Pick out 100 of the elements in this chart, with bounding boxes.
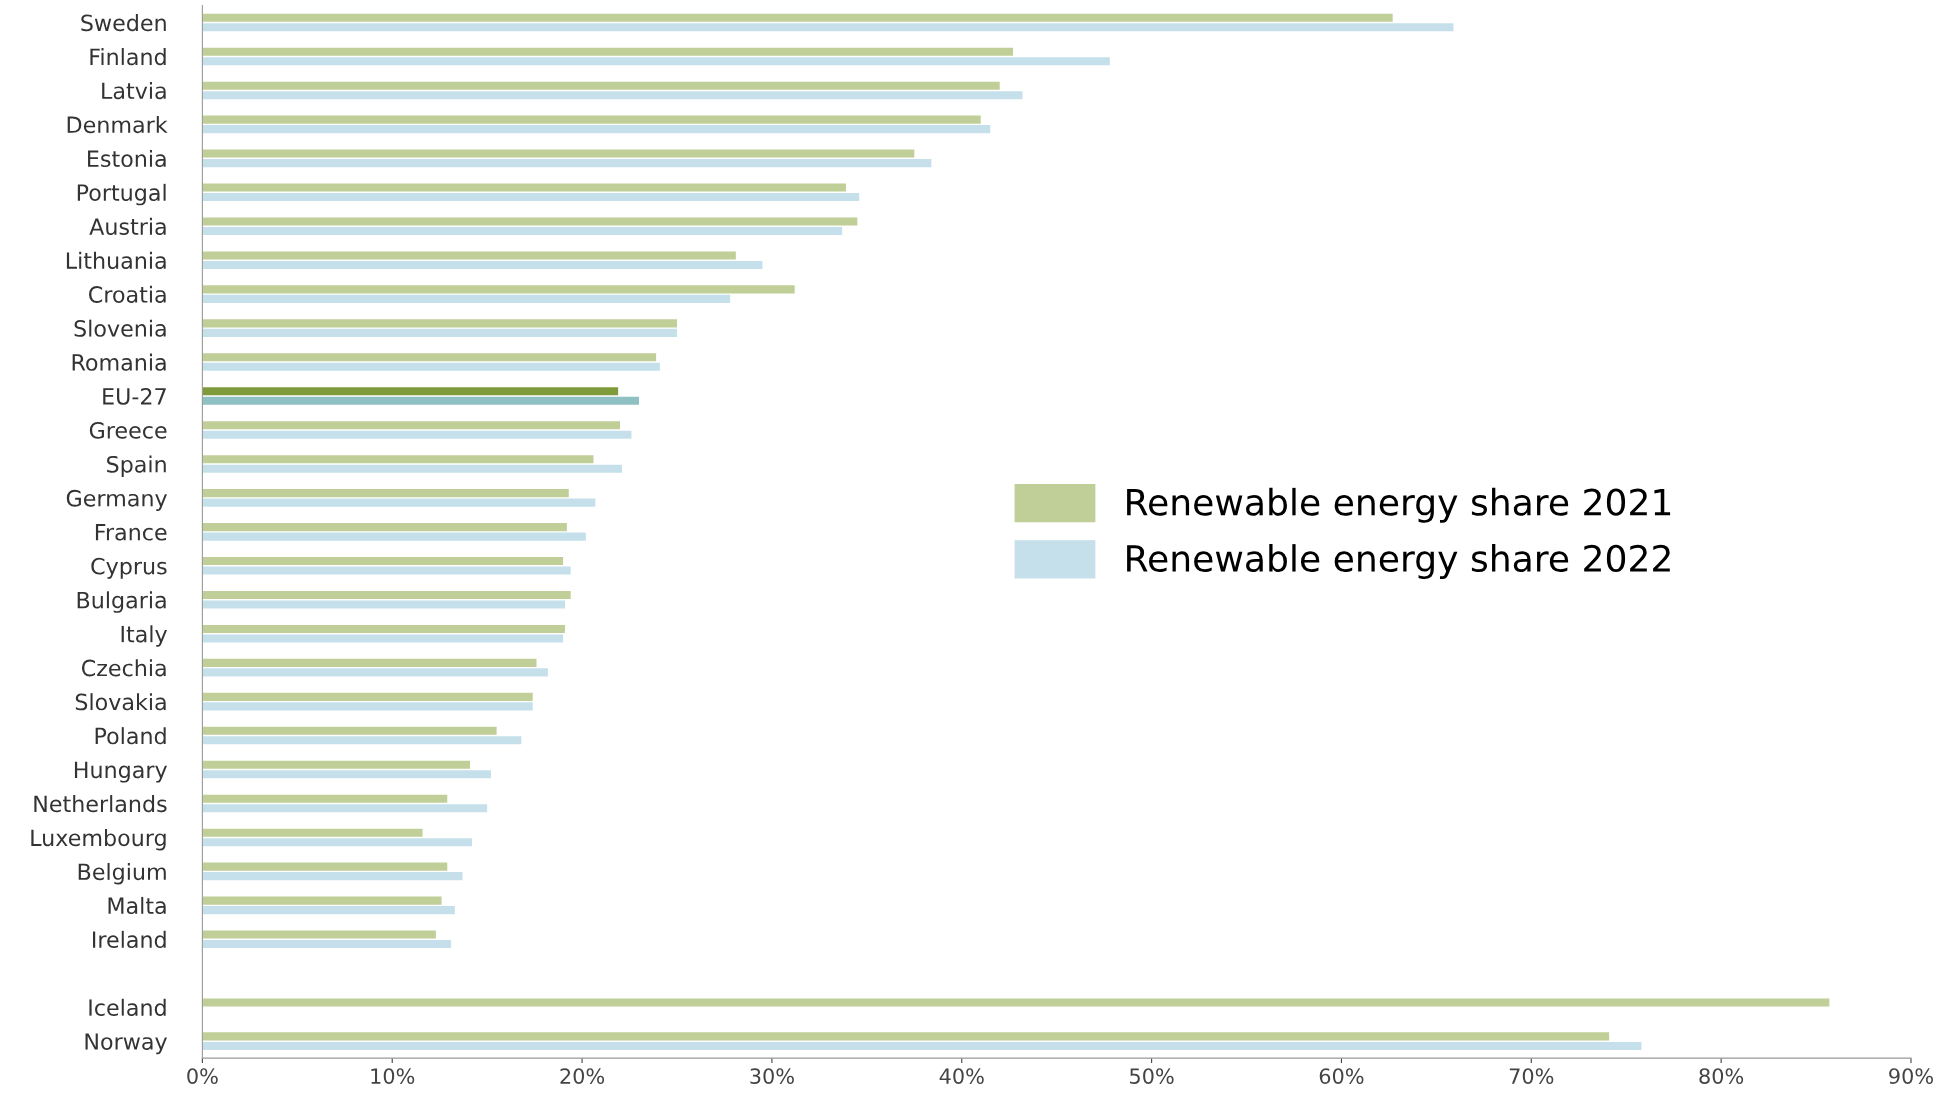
y-tick-label: Greece: [89, 421, 167, 439]
bar: [202, 115, 981, 124]
y-tick-label: France: [95, 524, 167, 541]
bar: [202, 566, 571, 575]
bar: [202, 523, 567, 532]
bar: [202, 13, 1393, 22]
y-tick-label: Finland: [90, 48, 166, 66]
bar: [202, 896, 442, 905]
y-tick-label: Germany: [66, 489, 167, 511]
bar: [202, 557, 564, 566]
bar: [202, 600, 565, 609]
y-tick-label: Hungary: [74, 761, 167, 783]
y-tick-label: Iceland: [89, 998, 166, 1016]
bar: [202, 726, 497, 735]
y-tick-label: Spain: [107, 455, 166, 477]
bar: [202, 658, 537, 667]
y-tick-label: Latvia: [102, 81, 166, 100]
bar: [202, 23, 1454, 32]
y-tick-label: Romania: [72, 353, 166, 371]
bar: [202, 430, 632, 439]
bar: [202, 828, 423, 837]
bar: [202, 217, 858, 226]
bar: [202, 183, 846, 192]
y-tick-label: Luxembourg: [31, 828, 166, 851]
y-tick-label: Malta: [108, 896, 166, 915]
bar: [202, 226, 843, 236]
bar: [202, 794, 448, 803]
bar: [202, 872, 463, 881]
bar: [202, 260, 763, 269]
bar: [202, 91, 1023, 100]
x-tick-label: 20%: [560, 1068, 605, 1084]
bar: [202, 464, 622, 473]
bar: [202, 1032, 1610, 1041]
bar: [202, 328, 677, 337]
y-tick-label: Slovenia: [74, 319, 166, 337]
bar: [202, 455, 594, 464]
bar: [202, 804, 488, 813]
y-tick-label: Bulgaria: [77, 591, 166, 613]
y-tick-label: Italy: [121, 625, 167, 647]
bar: [202, 760, 471, 769]
x-tick-label: 10%: [371, 1068, 415, 1084]
bar: [202, 47, 1014, 56]
bar: [202, 668, 548, 677]
y-tick-label: Ireland: [93, 930, 166, 949]
bar: [202, 498, 596, 507]
x-tick-label: 50%: [1130, 1068, 1174, 1084]
y-tick-label: Denmark: [67, 115, 168, 134]
y-tick-label: Norway: [85, 1033, 167, 1055]
bar: [202, 862, 448, 871]
bar: [202, 998, 1830, 1007]
bar: [202, 149, 915, 158]
y-tick-label: EU-27: [103, 387, 166, 405]
y-tick-label: Sweden: [81, 14, 166, 32]
y-tick-label: Lithuania: [66, 251, 166, 269]
x-tick-label: 80%: [1699, 1068, 1744, 1084]
x-tick-label: 70%: [1509, 1068, 1554, 1084]
y-tick-label: Slovakia: [75, 693, 166, 711]
y-tick-label: Estonia: [88, 149, 166, 168]
y-tick-label: Cyprus: [91, 557, 167, 579]
y-tick-label: Croatia: [89, 285, 166, 303]
x-tick-label: 90%: [1889, 1068, 1933, 1084]
bar: [202, 396, 640, 405]
y-tick-label: Poland: [95, 727, 166, 745]
bar: [202, 125, 991, 134]
legend-label: Renewable energy share 2022: [1127, 544, 1670, 580]
y-tick-label: Belgium: [78, 862, 166, 885]
bar: [202, 838, 472, 847]
bar: [202, 736, 522, 745]
y-tick-label: Portugal: [77, 183, 166, 206]
bar: [202, 770, 491, 779]
bar: [202, 387, 619, 396]
x-tick-label: 60%: [1319, 1068, 1364, 1084]
bar: [202, 319, 677, 328]
x-tick-label: 40%: [939, 1068, 984, 1084]
bar: [202, 81, 1000, 90]
bar: [202, 1041, 1642, 1050]
y-tick-label: Austria: [89, 217, 166, 236]
bar: [202, 159, 932, 168]
bar: [202, 634, 564, 643]
bar: [202, 940, 452, 949]
bar: [202, 624, 565, 633]
bar: [202, 251, 736, 260]
bar: [202, 930, 436, 939]
bar: [202, 285, 795, 294]
x-tick-label: 0%: [187, 1068, 218, 1084]
y-tick-label: Czechia: [81, 659, 166, 677]
bar: [202, 590, 571, 600]
bar: [202, 57, 1110, 66]
bar: [202, 906, 455, 915]
y-tick-label: Netherlands: [34, 795, 167, 813]
bar: [202, 193, 860, 202]
bar: [202, 353, 657, 362]
bar: [202, 692, 533, 701]
bar: [202, 362, 660, 371]
legend-label: Renewable energy share 2021: [1127, 487, 1671, 523]
bar: [202, 421, 621, 430]
bar: [202, 702, 533, 711]
bar: [202, 489, 569, 498]
bar: [202, 294, 731, 303]
bar: [202, 532, 586, 541]
